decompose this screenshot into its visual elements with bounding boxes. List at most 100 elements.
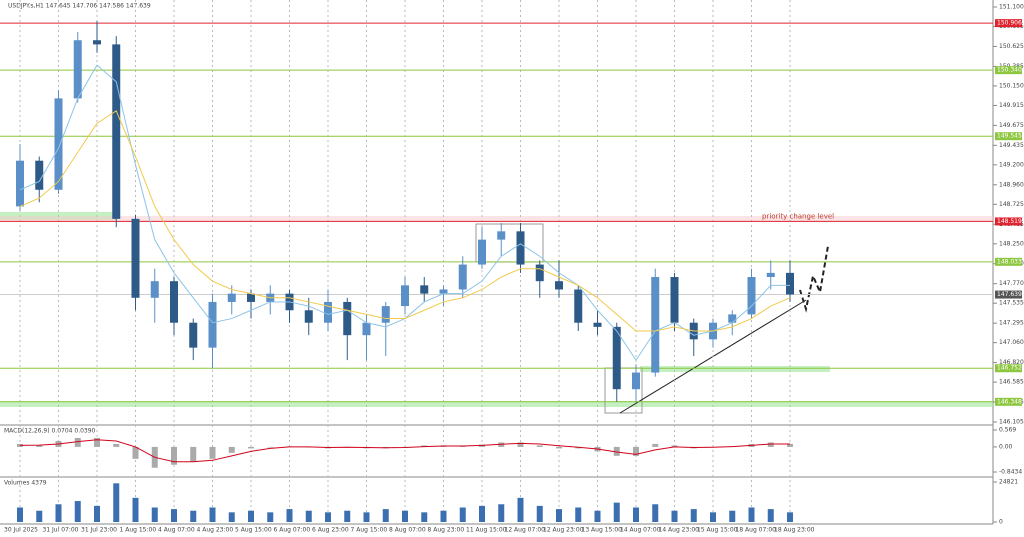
x-tick-label: 5 Aug 15:00 [235, 527, 272, 534]
candle-body [362, 322, 371, 336]
candle-body [343, 301, 352, 336]
y-tick-label: 146.820 [999, 359, 1024, 366]
candle-body [728, 314, 737, 323]
x-tick-label: 18 Aug 07:00 [736, 527, 777, 534]
support-zone [0, 401, 993, 407]
x-tick-label: 6 Aug 07:00 [274, 527, 311, 534]
y-tick-label: 148.960 [999, 181, 1024, 188]
level-tag [995, 132, 1022, 141]
y-tick-label: 151.100 [999, 4, 1024, 11]
x-tick-label: 8 Aug 07:00 [389, 527, 426, 534]
moving-average [19, 110, 791, 332]
macd-tick-label: 0.00 [999, 443, 1013, 450]
volume-bar [36, 510, 43, 522]
macd-bar [613, 446, 620, 456]
volume-bar [132, 497, 139, 522]
candle-body [516, 231, 525, 265]
y-tick-label: 147.295 [999, 320, 1024, 327]
candle-body [381, 306, 390, 323]
candle-body [16, 160, 24, 207]
candle-body [555, 281, 563, 290]
macd-label: MACD(12,26,9) 0.0704 0.0390 [4, 428, 96, 435]
last-price-tag [995, 290, 1022, 299]
volume-bar [787, 512, 793, 522]
x-tick-label: 8 Aug 23:00 [428, 527, 465, 534]
y-tick-label: 149.675 [999, 122, 1024, 129]
candle-body [150, 281, 159, 298]
candle-body [747, 277, 756, 315]
volume-bar [171, 509, 177, 522]
volume-bar [94, 505, 100, 522]
level-label: 148.033 [997, 258, 1022, 265]
volume-bar [421, 512, 428, 522]
volume-tick-label: 0 [999, 519, 1003, 526]
volume-bar [382, 509, 389, 522]
volume-bar [710, 512, 716, 522]
macd-bar [536, 445, 543, 447]
macd-bar [74, 437, 81, 447]
volume-bar [55, 504, 62, 522]
candle-body [497, 231, 506, 240]
x-tick-label: 11 Aug 15:00 [466, 527, 507, 534]
macd-tick-label: -0.8434 [999, 469, 1022, 476]
candle-body [612, 326, 621, 390]
volume-bar [556, 509, 562, 522]
x-tick-label: 12 Aug 23:00 [543, 527, 584, 534]
volume-bar [479, 505, 485, 522]
volume-bar [613, 502, 620, 522]
volume-bar [325, 512, 331, 522]
volume-bar [113, 483, 120, 522]
volume-bar [748, 507, 755, 522]
volume-bar [228, 512, 235, 522]
volume-bar [690, 509, 697, 522]
volume-bar [729, 510, 736, 522]
candle-body [93, 40, 101, 45]
candle-body [112, 44, 121, 219]
candle-body [35, 160, 44, 190]
macd-bar [671, 445, 678, 447]
volume-bar [440, 510, 447, 522]
x-tick-label: 15 Aug 15:00 [697, 527, 738, 534]
level-tag [995, 66, 1022, 75]
volume-tick-label: 24821 [999, 479, 1018, 486]
macd-bar [787, 443, 793, 447]
volume-bar [74, 501, 81, 522]
candle-body [786, 272, 794, 295]
y-tick-label: 147.535 [999, 300, 1024, 307]
y-tick-label: 149.200 [999, 161, 1024, 168]
macd-bar [556, 446, 562, 449]
volume-bar [633, 507, 639, 522]
level-tag [995, 257, 1022, 266]
candle-body [535, 264, 544, 282]
x-tick-label: 6 Aug 23:00 [312, 527, 349, 534]
level-tag [995, 19, 1022, 28]
volume-bar [498, 504, 505, 522]
volume-bar [17, 507, 23, 522]
macd-bar [209, 446, 216, 459]
y-tick-label: 149.915 [999, 102, 1024, 109]
x-tick-label: 13 Aug 15:00 [582, 527, 623, 534]
volume-bar [459, 507, 466, 522]
candle-body [420, 285, 429, 294]
x-tick-label: 4 Aug 23:00 [197, 527, 234, 534]
volume-bar [363, 512, 370, 522]
candle-body [478, 239, 486, 265]
level-tag [995, 364, 1022, 373]
macd-bar [633, 446, 639, 456]
y-tick-label: 146.105 [999, 419, 1024, 426]
y-tick-label: 148.725 [999, 201, 1024, 208]
y-tick-label: 147.060 [999, 339, 1024, 346]
y-tick-label: 146.585 [999, 379, 1024, 386]
y-tick-label: 149.435 [999, 142, 1024, 149]
level-label: 150.340 [997, 67, 1022, 74]
candle-body [131, 218, 140, 298]
macd-bar [132, 446, 139, 459]
macd-bar [190, 446, 197, 462]
volume-bar [517, 497, 524, 522]
candle-body [670, 277, 679, 323]
volume-bar [248, 510, 254, 522]
volume-bar [575, 507, 582, 522]
resistance-zone [0, 216, 993, 222]
macd-bar [36, 445, 43, 447]
